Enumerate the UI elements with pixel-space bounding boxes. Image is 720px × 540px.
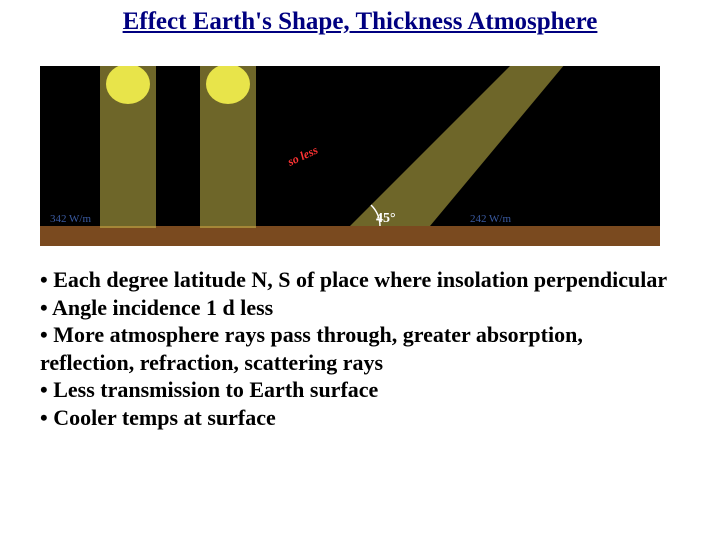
insolation-diagram: 45° so less 342 W/m 242 W/m xyxy=(40,66,660,246)
ground xyxy=(40,226,660,246)
bullet-list: • Each degree latitude N, S of place whe… xyxy=(40,266,680,431)
beam-angled xyxy=(350,66,570,226)
bullet-item: • More atmosphere rays pass through, gre… xyxy=(40,321,680,376)
right-power-label: 242 W/m xyxy=(470,213,511,225)
bullet-item: • Cooler temps at surface xyxy=(40,404,680,432)
bullet-item: • Less transmission to Earth surface xyxy=(40,376,680,404)
left-power-label: 342 W/m xyxy=(50,213,91,225)
annotation-text: so less xyxy=(284,143,320,170)
angle-label: 45° xyxy=(376,211,396,226)
bullet-item: • Angle incidence 1 d less xyxy=(40,294,680,322)
bullet-item: • Each degree latitude N, S of place whe… xyxy=(40,266,680,294)
diagram-svg: 45° so less 342 W/m 242 W/m xyxy=(40,66,660,246)
page-title: Effect Earth's Shape, Thickness Atmosphe… xyxy=(40,0,680,36)
